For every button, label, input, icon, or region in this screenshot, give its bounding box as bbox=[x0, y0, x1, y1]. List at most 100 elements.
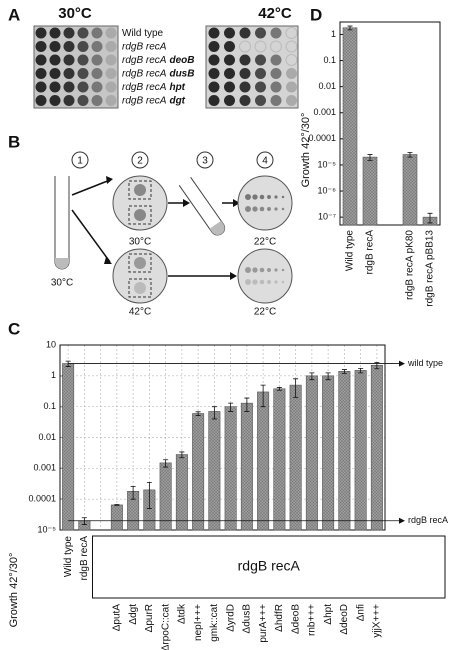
colony-spot bbox=[77, 68, 89, 79]
colony bbox=[245, 194, 251, 200]
colony bbox=[252, 206, 258, 212]
colony-spot bbox=[91, 27, 103, 39]
bar bbox=[240, 402, 253, 531]
step-number: 1 bbox=[77, 156, 83, 167]
step-numbers: 1 2 3 4 bbox=[71, 151, 274, 169]
colony-spot bbox=[91, 68, 103, 79]
step-circle bbox=[71, 151, 89, 169]
colony bbox=[274, 195, 278, 199]
colony bbox=[274, 268, 278, 272]
culture bbox=[55, 258, 69, 269]
temperature-label: 22°C bbox=[254, 307, 276, 318]
group-box bbox=[92, 535, 446, 599]
error-bar bbox=[228, 402, 234, 412]
step-circle bbox=[256, 151, 274, 169]
x-tick-label: ΔpurR bbox=[144, 604, 155, 632]
colony-spot bbox=[49, 27, 61, 39]
colony-spot bbox=[208, 81, 220, 93]
colony-spot bbox=[208, 27, 220, 39]
colony-spot bbox=[224, 81, 235, 93]
y-tick-label: 0.001 bbox=[313, 107, 336, 117]
bar bbox=[362, 156, 378, 226]
colony-spot bbox=[91, 95, 103, 106]
colony-spot bbox=[49, 81, 61, 93]
strain-name: rdgB recA bbox=[122, 68, 167, 79]
x-tick-label: ΔdeoD bbox=[339, 604, 350, 635]
x-tick-label: ΔputA bbox=[112, 604, 123, 632]
colony-spot bbox=[105, 68, 117, 79]
y-tick-label: 1 bbox=[331, 29, 336, 39]
error-bar bbox=[309, 372, 315, 381]
x-tick-label: rdgB recA bbox=[365, 230, 376, 275]
arrow bbox=[168, 202, 232, 277]
colony bbox=[134, 282, 146, 294]
reference-label: wild type bbox=[407, 358, 443, 368]
y-tick-label: 0.0001 bbox=[28, 494, 56, 504]
colony-spot bbox=[105, 41, 117, 52]
error-bar bbox=[260, 384, 266, 408]
x-tick-label: Δhpt bbox=[323, 604, 334, 625]
colony-spot bbox=[270, 95, 282, 106]
tube-3 bbox=[178, 177, 226, 236]
plate bbox=[112, 175, 168, 231]
bar bbox=[224, 406, 237, 531]
arrowhead bbox=[399, 517, 405, 524]
strain-label: rdgB recA hpt bbox=[122, 82, 186, 93]
dashed-box bbox=[128, 180, 152, 200]
error-bar bbox=[114, 504, 120, 506]
x-tick-label: purA+++ bbox=[258, 604, 269, 643]
y-tick-label: 10⁻⁵ bbox=[318, 159, 337, 169]
colony bbox=[259, 279, 265, 285]
colony-spot bbox=[224, 54, 235, 66]
bar bbox=[208, 411, 221, 531]
temperature-label: 22°C bbox=[254, 237, 276, 248]
error-bar bbox=[81, 517, 87, 525]
colony-spot bbox=[255, 68, 266, 79]
step-number: 2 bbox=[137, 156, 143, 167]
colony-spot bbox=[63, 81, 75, 93]
bar bbox=[370, 364, 383, 531]
colony bbox=[274, 280, 278, 284]
colony-spot bbox=[63, 68, 75, 79]
colony-spot bbox=[35, 41, 47, 52]
colony-spot bbox=[208, 95, 220, 106]
colony-spot bbox=[63, 95, 75, 106]
error-bar bbox=[244, 397, 250, 412]
bar bbox=[402, 154, 418, 226]
colony-spot bbox=[77, 95, 89, 106]
colony-spot bbox=[35, 27, 47, 39]
colony bbox=[245, 279, 251, 285]
colony-spot bbox=[49, 95, 61, 106]
error-bar bbox=[427, 212, 433, 224]
y-tick-label: 1 bbox=[51, 370, 56, 380]
plate-temperature: 30°C bbox=[58, 5, 92, 22]
colony bbox=[281, 268, 285, 272]
bar bbox=[289, 384, 302, 531]
x-tick-label: ΔrpoC::cat bbox=[160, 604, 171, 650]
colony bbox=[252, 267, 258, 273]
test-tube bbox=[54, 176, 70, 270]
colony-spot bbox=[49, 68, 61, 79]
x-tick-label: Δnfi bbox=[355, 604, 366, 621]
colony-spot bbox=[105, 95, 117, 106]
bar bbox=[257, 391, 270, 531]
colony-spot bbox=[105, 54, 117, 66]
colony bbox=[134, 257, 146, 269]
colony-spot bbox=[239, 40, 251, 53]
bar bbox=[322, 375, 335, 531]
y-tick-label: 10⁻⁶ bbox=[318, 185, 337, 195]
strain-mutation: deoB bbox=[169, 55, 194, 66]
colony bbox=[267, 195, 271, 199]
step-circle bbox=[131, 151, 149, 169]
colony-spot bbox=[270, 68, 282, 79]
colony-spot bbox=[239, 54, 251, 66]
plate bbox=[33, 25, 119, 109]
dashed-box bbox=[128, 278, 152, 298]
colony-spot bbox=[91, 41, 103, 52]
colony bbox=[267, 268, 271, 272]
error-bar bbox=[293, 378, 299, 398]
error-bar bbox=[358, 367, 364, 374]
replica-spots bbox=[245, 194, 285, 285]
y-tick-label: 10⁻⁷ bbox=[318, 212, 336, 222]
